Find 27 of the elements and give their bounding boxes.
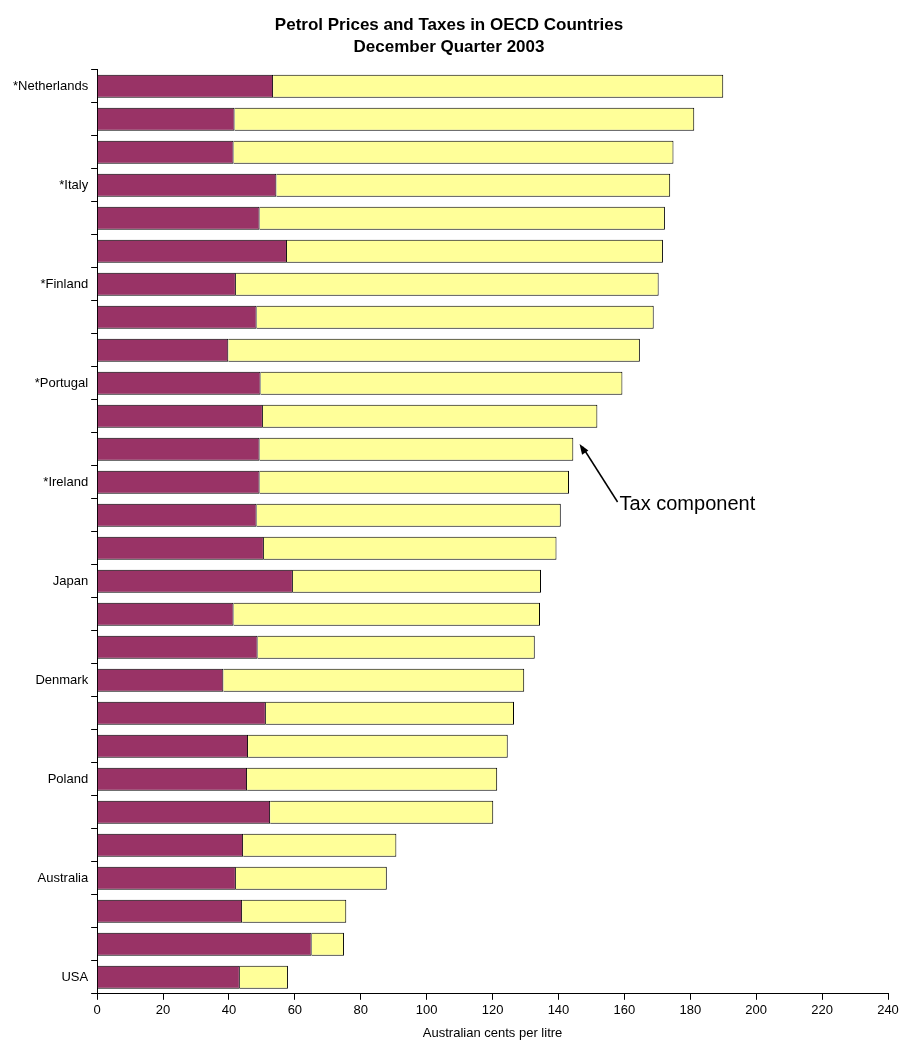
y-tick-label: Australia bbox=[37, 869, 89, 885]
y-tick-label: *Finland bbox=[40, 275, 89, 291]
chart-title: Petrol Prices and Taxes in OECD Countries bbox=[274, 14, 624, 34]
x-tick-label: 200 bbox=[745, 1002, 768, 1018]
y-tick-label: *Ireland bbox=[43, 473, 89, 489]
x-tick-label: 180 bbox=[679, 1002, 702, 1018]
x-tick-label: 160 bbox=[613, 1002, 636, 1018]
y-tick-label: *Netherlands bbox=[13, 77, 89, 93]
chart-subtitle: December Quarter 2003 bbox=[353, 37, 545, 57]
x-tick-label: 60 bbox=[287, 1002, 303, 1018]
y-tick-label: Japan bbox=[52, 572, 89, 588]
x-tick-label: 40 bbox=[221, 1002, 237, 1018]
x-tick-label: 20 bbox=[155, 1002, 171, 1018]
x-tick-label: 240 bbox=[877, 1002, 899, 1018]
y-tick-label: *Italy bbox=[59, 176, 89, 192]
x-tick-label: 120 bbox=[481, 1002, 504, 1018]
y-tick-label: USA bbox=[61, 968, 89, 984]
x-tick-label: 220 bbox=[811, 1002, 833, 1018]
annotation: Tax component bbox=[619, 491, 756, 514]
y-tick-label: *Portugal bbox=[34, 374, 89, 390]
x-tick-label: 140 bbox=[547, 1002, 570, 1018]
y-tick-label: Denmark bbox=[35, 671, 89, 687]
x-tick-label: 100 bbox=[415, 1002, 438, 1018]
x-tick-label: 80 bbox=[353, 1002, 369, 1018]
x-tick-label: 0 bbox=[93, 1002, 101, 1018]
y-tick-label: Poland bbox=[47, 770, 89, 786]
x-axis-title: Australian cents per litre bbox=[422, 1024, 563, 1040]
